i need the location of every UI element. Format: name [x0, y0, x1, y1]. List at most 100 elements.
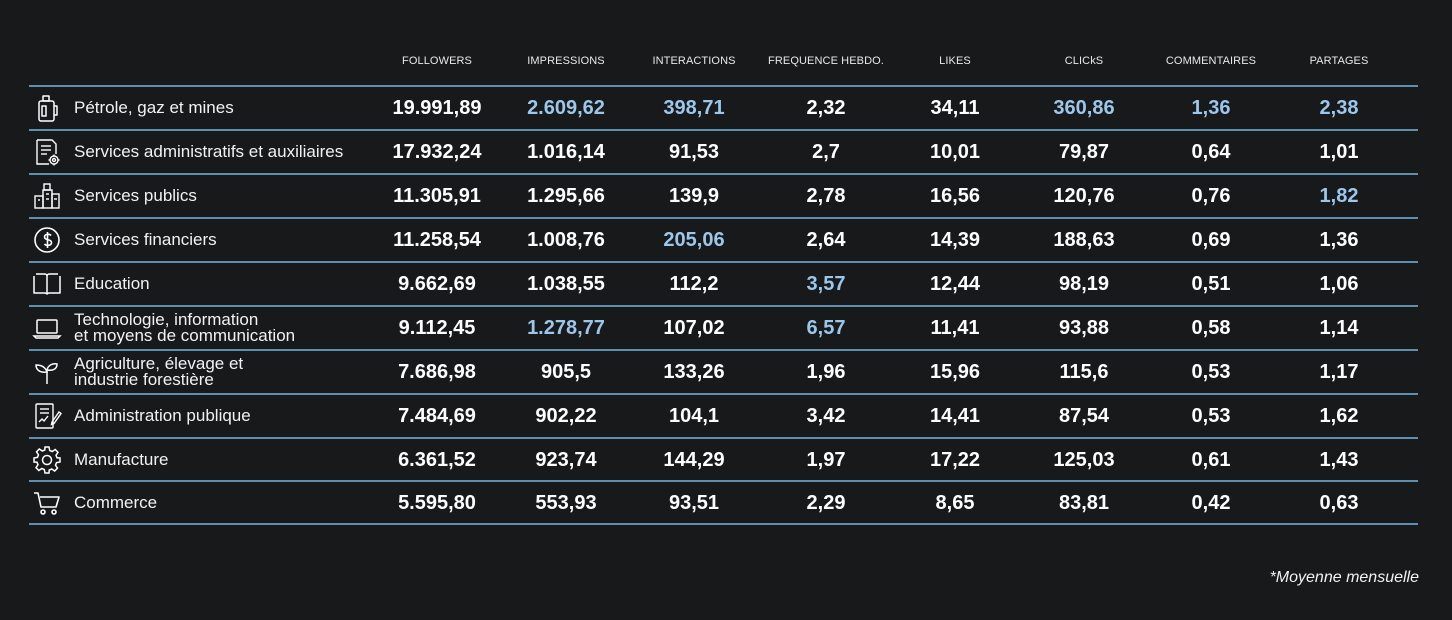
table-row: Agriculture, élevage et industrie forest…: [0, 351, 1452, 393]
table-cell: 1,43: [1319, 449, 1359, 471]
table-cell: 6,57: [806, 317, 846, 339]
table-cell: 11,41: [930, 317, 980, 339]
row-label: Commerce: [74, 493, 158, 512]
table-cell: 17.932,24: [392, 141, 482, 163]
table-cell: 91,53: [668, 141, 720, 163]
table-cell: 1,36: [1319, 229, 1359, 251]
table-row: Services financiers 11.258,54 1.008,76 205,…: [0, 219, 1452, 261]
table-cell: 79,87: [1058, 141, 1110, 163]
row-label: Administration publique: [74, 406, 251, 425]
table-cell: 0,58: [1191, 317, 1231, 339]
table-cell: 14,41: [929, 405, 981, 427]
row-divider: [29, 305, 1418, 307]
row-label: Manufacture: [74, 450, 169, 469]
table-row: Administration publique 7.484,69 902,22 104…: [0, 395, 1452, 437]
table-cell: 923,74: [535, 449, 597, 471]
column-header: PARTAGES: [1309, 55, 1369, 67]
row-divider: [29, 85, 1418, 87]
table-cell: 205,06: [663, 229, 725, 251]
table-row: Pétrole, gaz et mines 19.991,89 2.609,62 39…: [0, 87, 1452, 129]
table-cell: 360,86: [1053, 97, 1115, 119]
table-cell: 5.595,80: [398, 492, 476, 514]
row-divider: [29, 437, 1418, 439]
table-cell: 15,96: [929, 361, 981, 383]
table-cell: 0,76: [1191, 185, 1231, 207]
table-cell: 2,78: [806, 185, 846, 207]
row-divider: [29, 349, 1418, 351]
table-cell: 115,6: [1059, 361, 1109, 383]
column-header: INTERACTIONS: [652, 55, 736, 67]
table-cell: 98,19: [1058, 273, 1110, 295]
laptop-icon: [31, 312, 63, 344]
table-cell: 6.361,52: [398, 449, 476, 471]
column-header: LIKES: [939, 55, 971, 67]
row-divider: [29, 523, 1418, 525]
public-buildings-icon: [31, 180, 63, 212]
table-cell: 1,01: [1319, 141, 1359, 163]
table-cell: 0,51: [1191, 273, 1231, 295]
table-row: Services administratifs et auxiliaires 17…: [0, 131, 1452, 173]
table-cell: 0,61: [1191, 449, 1231, 471]
row-label: Pétrole, gaz et mines: [74, 98, 234, 117]
table-cell: 144,29: [663, 449, 725, 471]
column-header: CLICkS: [1064, 55, 1104, 67]
table-cell: 2,64: [806, 229, 846, 251]
table-cell: 3,42: [806, 405, 846, 427]
table-cell: 902,22: [535, 405, 597, 427]
table-cell: 133,26: [663, 361, 725, 383]
table-cell: 104,1: [668, 405, 720, 427]
table-cell: 139,9: [668, 185, 720, 207]
column-header: COMMENTAIRES: [1165, 55, 1257, 67]
table-cell: 553,93: [535, 492, 597, 514]
table-cell: 1,97: [806, 449, 846, 471]
shopping-cart-icon: [31, 487, 63, 519]
table-cell: 12,44: [929, 273, 981, 295]
table-row: Technologie, information et moyens de co…: [0, 307, 1452, 349]
table-cell: 1.008,76: [527, 229, 605, 251]
table-cell: 2,29: [806, 492, 846, 514]
sprout-icon: [31, 356, 63, 388]
row-label: Technologie, information et moyens de co…: [74, 310, 296, 345]
table-cell: 7.686,98: [398, 361, 476, 383]
table-cell: 10,01: [929, 141, 981, 163]
table-cell: 1,36: [1191, 97, 1231, 119]
table-cell: 11.258,54: [393, 229, 481, 251]
table-cell: 2,7: [812, 141, 840, 163]
table-cell: 188,63: [1053, 229, 1115, 251]
table-cell: 1.016,14: [527, 141, 605, 163]
table-cell: 9.662,69: [398, 273, 476, 295]
row-label: Education: [74, 274, 150, 293]
table-cell: 1,96: [806, 361, 846, 383]
table-cell: 16,56: [929, 185, 981, 207]
column-header: IMPRESSIONS: [527, 55, 605, 67]
table-cell: 0,69: [1191, 229, 1231, 251]
table-cell: 8,65: [935, 492, 975, 514]
row-divider: [29, 129, 1418, 131]
table-cell: 0,63: [1319, 492, 1359, 514]
table-cell: 398,71: [663, 97, 725, 119]
table-cell: 1,82: [1319, 185, 1359, 207]
table-cell: 107,02: [663, 317, 725, 339]
document-gear-icon: [31, 136, 63, 168]
table-cell: 34,11: [930, 97, 980, 119]
table-cell: 2.609,62: [527, 97, 605, 119]
table-cell: 93,51: [668, 492, 720, 514]
table-cell: 0,42: [1191, 492, 1231, 514]
table-cell: 83,81: [1058, 492, 1110, 514]
table-cell: 7.484,69: [398, 405, 476, 427]
table-row: Services publics 11.305,91 1.295,66 139,9 2,…: [0, 175, 1452, 217]
table-cell: 87,54: [1058, 405, 1110, 427]
table-cell: 3,57: [806, 273, 846, 295]
table-cell: 19.991,89: [392, 97, 482, 119]
table-cell: 2,32: [806, 97, 846, 119]
table-cell: 1,17: [1319, 361, 1359, 383]
column-header: FREQUENCE HEBDO.: [768, 55, 884, 67]
gear-icon: [31, 444, 63, 476]
table-cell: 0,53: [1191, 361, 1231, 383]
footnote: *Moyenne mensuelle: [1269, 569, 1419, 586]
table-row: Education 9.662,69 1.038,55 112,2 3,57 12,44 9…: [0, 263, 1452, 305]
table-cell: 11.305,91: [393, 185, 481, 207]
table-cell: 17,22: [929, 449, 981, 471]
table-cell: 1,06: [1319, 273, 1359, 295]
table-cell: 9.112,45: [398, 317, 476, 339]
